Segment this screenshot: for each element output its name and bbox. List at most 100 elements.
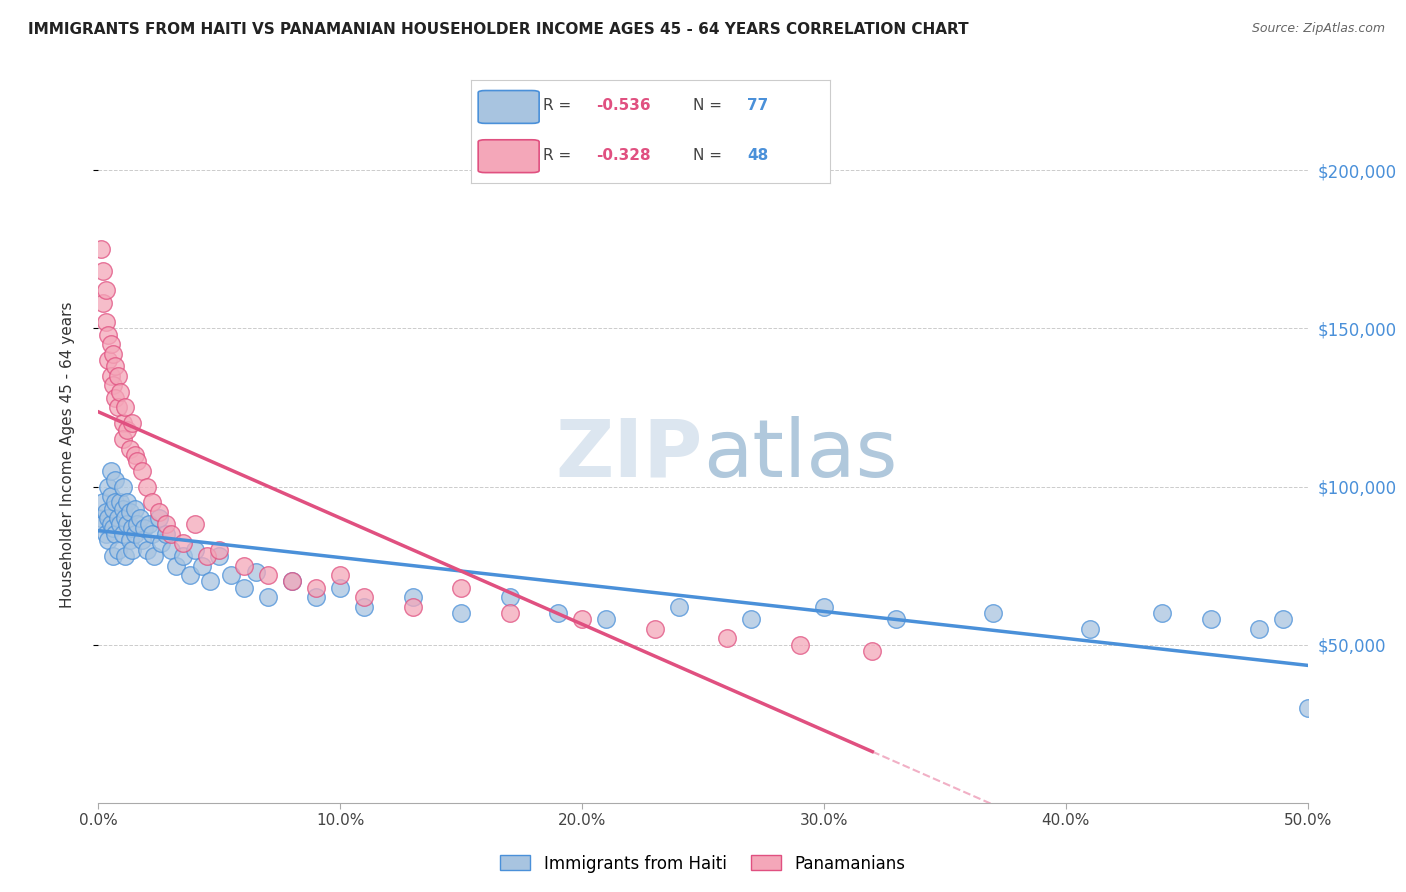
Point — [91, 495, 114, 509]
Point — [131, 464, 153, 478]
Point — [101, 521, 124, 535]
Text: 48: 48 — [747, 148, 768, 162]
Point — [111, 432, 134, 446]
Point — [402, 591, 425, 605]
Point — [94, 527, 117, 541]
Point — [195, 549, 218, 563]
Point — [101, 501, 124, 516]
Point — [498, 606, 520, 620]
Text: N =: N = — [693, 98, 727, 113]
Point — [886, 612, 908, 626]
Point — [148, 505, 170, 519]
Point — [281, 574, 304, 589]
Point — [184, 517, 207, 532]
Point — [97, 353, 120, 368]
Point — [117, 517, 139, 532]
Point — [107, 368, 129, 383]
Point — [179, 568, 201, 582]
FancyBboxPatch shape — [478, 91, 538, 123]
Point — [127, 517, 149, 532]
Point — [108, 384, 131, 399]
Point — [1199, 612, 1222, 626]
Point — [135, 542, 157, 557]
Point — [91, 264, 114, 278]
Text: ZIP: ZIP — [555, 416, 703, 494]
FancyBboxPatch shape — [478, 140, 538, 173]
Point — [232, 558, 254, 573]
Point — [100, 464, 122, 478]
Point — [97, 327, 120, 342]
Point — [100, 517, 122, 532]
Point — [141, 495, 163, 509]
Point — [124, 448, 146, 462]
Point — [716, 632, 738, 646]
Point — [127, 454, 149, 468]
Point — [813, 599, 835, 614]
Point — [191, 558, 214, 573]
Point — [138, 517, 160, 532]
Point — [141, 527, 163, 541]
Point — [100, 489, 122, 503]
Point — [1152, 606, 1174, 620]
Point — [114, 549, 136, 563]
Point — [101, 378, 124, 392]
Point — [135, 479, 157, 493]
Point — [111, 417, 134, 431]
Point — [121, 542, 143, 557]
Point — [91, 296, 114, 310]
Point — [114, 511, 136, 525]
Point — [450, 581, 472, 595]
Point — [104, 527, 127, 541]
Point — [644, 622, 666, 636]
Point — [232, 581, 254, 595]
Text: N =: N = — [693, 148, 727, 162]
Point — [104, 391, 127, 405]
Point — [104, 473, 127, 487]
Point — [117, 423, 139, 437]
Text: -0.536: -0.536 — [596, 98, 651, 113]
Text: atlas: atlas — [703, 416, 897, 494]
Text: -0.328: -0.328 — [596, 148, 651, 162]
Point — [107, 511, 129, 525]
Point — [128, 511, 150, 525]
Point — [450, 606, 472, 620]
Point — [172, 549, 194, 563]
Point — [107, 542, 129, 557]
Text: R =: R = — [543, 148, 576, 162]
Point — [172, 536, 194, 550]
Point — [740, 612, 762, 626]
Point — [117, 495, 139, 509]
Point — [111, 501, 134, 516]
Point — [353, 599, 375, 614]
Point — [97, 511, 120, 525]
Point — [94, 505, 117, 519]
Point — [124, 527, 146, 541]
Point — [97, 533, 120, 548]
Point — [1272, 612, 1295, 626]
Point — [150, 536, 173, 550]
Point — [118, 505, 141, 519]
Text: 77: 77 — [747, 98, 768, 113]
Point — [547, 606, 569, 620]
Point — [1078, 622, 1101, 636]
Y-axis label: Householder Income Ages 45 - 64 years: Householder Income Ages 45 - 64 years — [60, 301, 75, 608]
Point — [118, 442, 141, 456]
Point — [131, 533, 153, 548]
Point — [155, 527, 177, 541]
Point — [94, 315, 117, 329]
Point — [198, 574, 221, 589]
Point — [90, 243, 112, 257]
Point — [668, 599, 690, 614]
Point — [1296, 701, 1319, 715]
Point — [329, 581, 352, 595]
Point — [353, 591, 375, 605]
Point — [94, 284, 117, 298]
Point — [184, 542, 207, 557]
Point — [148, 511, 170, 525]
Point — [114, 401, 136, 415]
Point — [107, 401, 129, 415]
Text: Source: ZipAtlas.com: Source: ZipAtlas.com — [1251, 22, 1385, 36]
Point — [208, 542, 231, 557]
Point — [305, 591, 328, 605]
Point — [402, 599, 425, 614]
